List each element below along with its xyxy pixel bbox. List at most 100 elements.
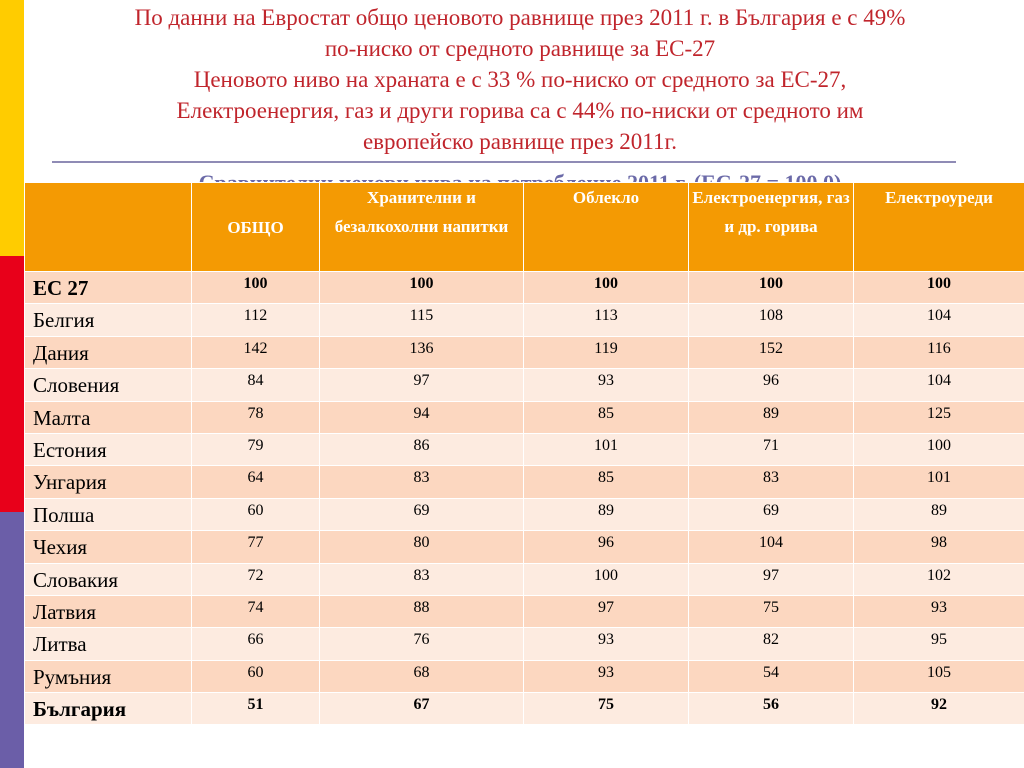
country-cell: Унгария bbox=[24, 465, 192, 499]
value-cell: 104 bbox=[853, 368, 1024, 402]
value-cell: 89 bbox=[853, 497, 1024, 532]
value-cell: 69 bbox=[688, 497, 854, 532]
value-cell: 97 bbox=[319, 368, 524, 402]
table-row: Словения 84 97 93 96 104 bbox=[24, 368, 1024, 402]
value-cell: 71 bbox=[688, 432, 854, 467]
slide-title: По данни на Евростат общо ценовото равни… bbox=[30, 2, 1010, 157]
title-line: По данни на Евростат общо ценовото равни… bbox=[134, 5, 906, 30]
value-cell: 116 bbox=[853, 335, 1024, 370]
value-cell: 100 bbox=[319, 270, 524, 305]
value-cell: 82 bbox=[688, 627, 854, 661]
table-row: Белгия 112 115 113 108 104 bbox=[24, 303, 1024, 337]
accent-stripe-yellow bbox=[0, 0, 24, 256]
value-cell: 100 bbox=[523, 562, 689, 596]
value-cell: 92 bbox=[853, 692, 1024, 726]
table-row: Чехия 77 80 96 104 98 bbox=[24, 530, 1024, 564]
value-cell: 84 bbox=[191, 368, 320, 402]
country-cell: Литва bbox=[24, 627, 192, 661]
country-cell: Малта bbox=[24, 400, 192, 434]
value-cell: 101 bbox=[853, 465, 1024, 499]
value-cell: 86 bbox=[319, 432, 524, 467]
country-cell: Словакия bbox=[24, 562, 192, 596]
country-cell: Дания bbox=[24, 335, 192, 370]
header-total: ОБЩО bbox=[191, 182, 320, 272]
accent-stripe-purple bbox=[0, 512, 24, 768]
country-cell: България bbox=[24, 692, 192, 726]
value-cell: 89 bbox=[688, 400, 854, 434]
value-cell: 80 bbox=[319, 530, 524, 564]
table-subtitle: Сравнителни ценови нива на потребление 2… bbox=[30, 168, 1010, 182]
country-cell: Латвия bbox=[24, 594, 192, 629]
title-line: Ценовото ниво на храната е с 33 % по-нис… bbox=[193, 67, 847, 92]
value-cell: 119 bbox=[523, 335, 689, 370]
title-divider bbox=[52, 161, 956, 163]
header-energy: Електроенергия, газ и др. горива bbox=[688, 182, 854, 272]
value-cell: 83 bbox=[319, 465, 524, 499]
table-row: Унгария 64 83 85 83 101 bbox=[24, 465, 1024, 499]
value-cell: 78 bbox=[191, 400, 320, 434]
value-cell: 83 bbox=[688, 465, 854, 499]
title-line: по-ниско от средното равнище за ЕС-27 bbox=[324, 36, 716, 61]
value-cell: 100 bbox=[191, 270, 320, 305]
country-cell: Полша bbox=[24, 497, 192, 532]
value-cell: 93 bbox=[853, 594, 1024, 629]
value-cell: 69 bbox=[319, 497, 524, 532]
value-cell: 100 bbox=[688, 270, 854, 305]
value-cell: 77 bbox=[191, 530, 320, 564]
value-cell: 83 bbox=[319, 562, 524, 596]
country-cell: ЕС 27 bbox=[24, 270, 192, 305]
value-cell: 76 bbox=[319, 627, 524, 661]
country-cell: Белгия bbox=[24, 303, 192, 337]
table-row: Латвия 74 88 97 75 93 bbox=[24, 594, 1024, 629]
table-row: ЕС 27 100 100 100 100 100 bbox=[24, 270, 1024, 305]
value-cell: 97 bbox=[688, 562, 854, 596]
table-row: Словакия 72 83 100 97 102 bbox=[24, 562, 1024, 596]
value-cell: 75 bbox=[688, 594, 854, 629]
value-cell: 115 bbox=[319, 303, 524, 337]
value-cell: 100 bbox=[853, 432, 1024, 467]
value-cell: 60 bbox=[191, 497, 320, 532]
value-cell: 152 bbox=[688, 335, 854, 370]
header-clothing: Облекло bbox=[523, 182, 689, 272]
table-row: Естония 79 86 101 71 100 bbox=[24, 432, 1024, 467]
price-levels-table: ОБЩО Хранителни и безалкохолни напитки О… bbox=[24, 182, 1024, 726]
country-cell: Румъния bbox=[24, 659, 192, 694]
value-cell: 88 bbox=[319, 594, 524, 629]
value-cell: 93 bbox=[523, 627, 689, 661]
value-cell: 98 bbox=[853, 530, 1024, 564]
value-cell: 102 bbox=[853, 562, 1024, 596]
value-cell: 100 bbox=[523, 270, 689, 305]
value-cell: 51 bbox=[191, 692, 320, 726]
value-cell: 125 bbox=[853, 400, 1024, 434]
value-cell: 95 bbox=[853, 627, 1024, 661]
value-cell: 68 bbox=[319, 659, 524, 694]
country-cell: Словения bbox=[24, 368, 192, 402]
table-row: Полша 60 69 89 69 89 bbox=[24, 497, 1024, 532]
header-food: Хранителни и безалкохолни напитки bbox=[319, 182, 524, 272]
accent-stripe-red bbox=[0, 256, 24, 512]
value-cell: 94 bbox=[319, 400, 524, 434]
value-cell: 112 bbox=[191, 303, 320, 337]
value-cell: 89 bbox=[523, 497, 689, 532]
value-cell: 85 bbox=[523, 400, 689, 434]
value-cell: 93 bbox=[523, 368, 689, 402]
header-appliances: Електроуреди bbox=[853, 182, 1024, 272]
title-line: Електроенергия, газ и други горива са с … bbox=[176, 98, 864, 123]
table-row: Литва 66 76 93 82 95 bbox=[24, 627, 1024, 661]
table-row: България 51 67 75 56 92 bbox=[24, 692, 1024, 726]
value-cell: 96 bbox=[523, 530, 689, 564]
value-cell: 113 bbox=[523, 303, 689, 337]
table-header-row: ОБЩО Хранителни и безалкохолни напитки О… bbox=[24, 182, 1024, 272]
value-cell: 74 bbox=[191, 594, 320, 629]
value-cell: 108 bbox=[688, 303, 854, 337]
value-cell: 75 bbox=[523, 692, 689, 726]
table-row: Дания 142 136 119 152 116 bbox=[24, 335, 1024, 370]
value-cell: 72 bbox=[191, 562, 320, 596]
value-cell: 56 bbox=[688, 692, 854, 726]
value-cell: 100 bbox=[853, 270, 1024, 305]
value-cell: 97 bbox=[523, 594, 689, 629]
value-cell: 104 bbox=[853, 303, 1024, 337]
value-cell: 66 bbox=[191, 627, 320, 661]
title-line: европейско равнище през 2011г. bbox=[362, 129, 678, 154]
value-cell: 142 bbox=[191, 335, 320, 370]
